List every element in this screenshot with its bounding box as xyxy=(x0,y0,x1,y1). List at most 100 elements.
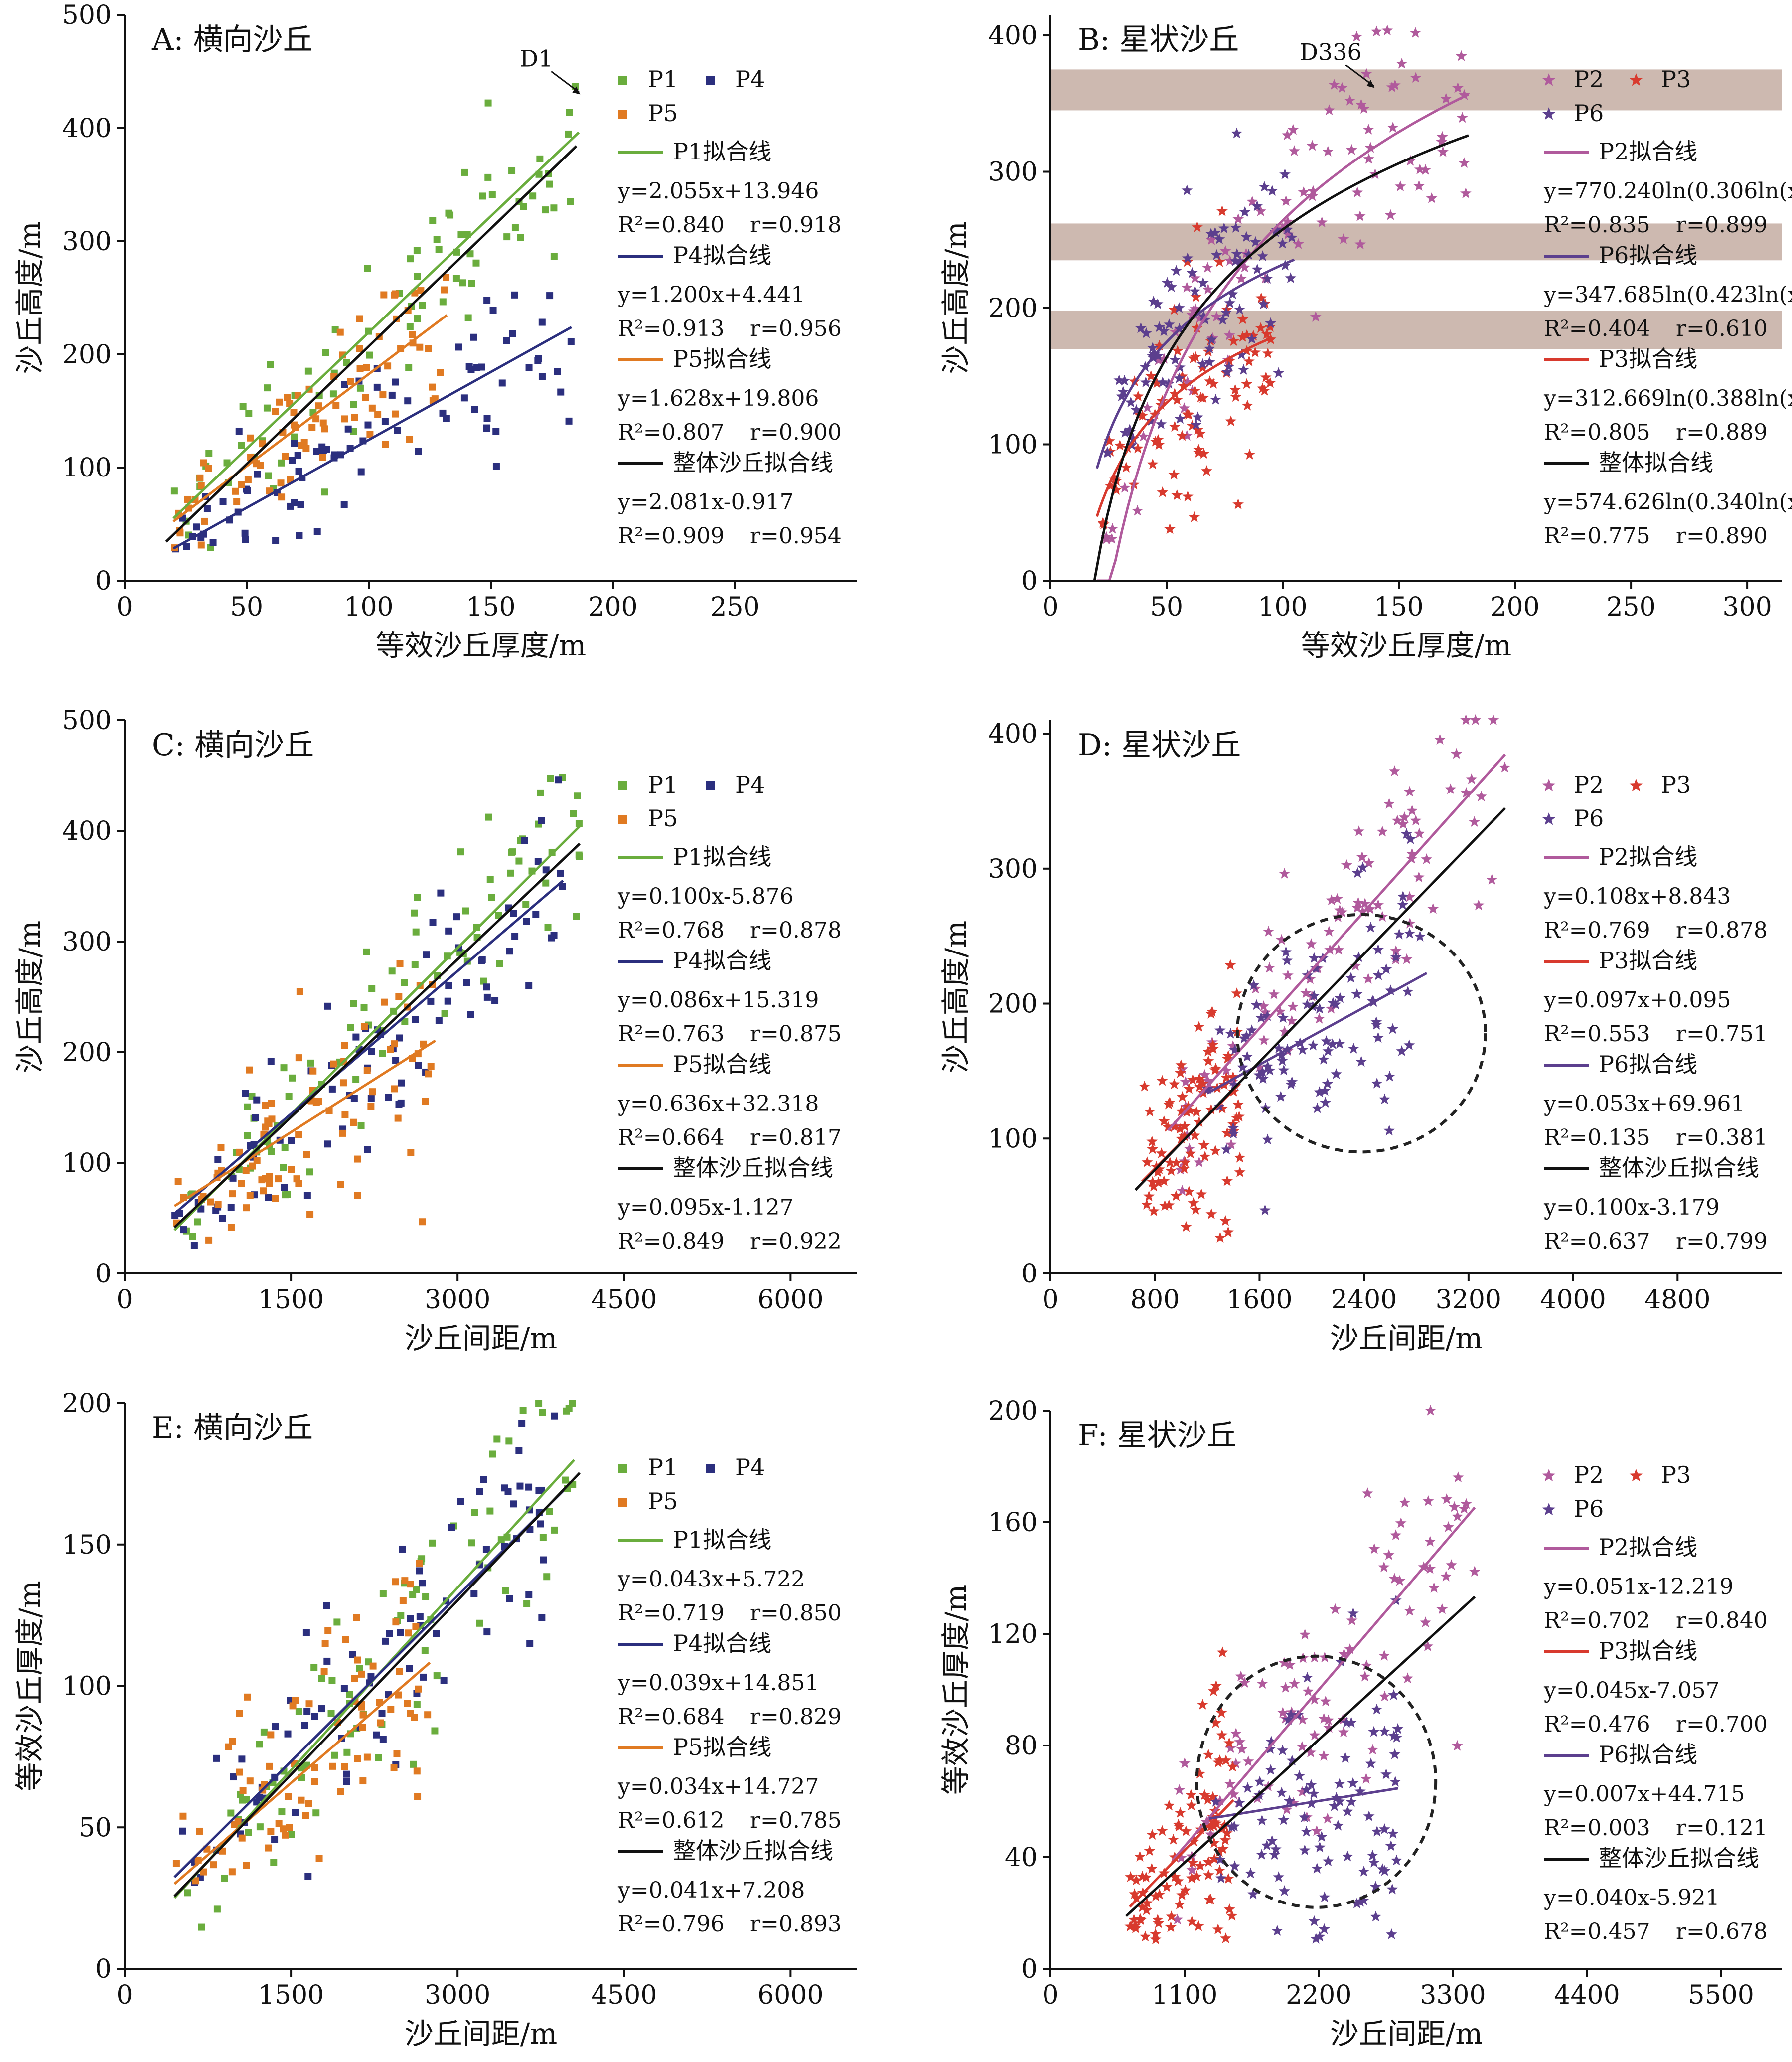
point-p5 xyxy=(367,1103,375,1110)
point-p4 xyxy=(213,1754,220,1762)
x-tick-label: 1500 xyxy=(258,1980,324,2010)
point-p3 xyxy=(1110,484,1122,495)
point-p5 xyxy=(366,431,374,438)
point-p4 xyxy=(244,487,251,494)
point-p6 xyxy=(1334,1795,1345,1807)
point-p3 xyxy=(1129,1888,1140,1899)
point-p6 xyxy=(1308,1915,1320,1926)
x-tick-label: 100 xyxy=(344,592,393,622)
panel-title: A: 横向沙丘 xyxy=(151,22,313,57)
point-p6 xyxy=(1389,1748,1401,1759)
point-p1 xyxy=(379,1050,386,1057)
point-p4 xyxy=(324,1002,331,1010)
point-p6 xyxy=(1152,298,1164,309)
point-p4 xyxy=(209,539,217,546)
fit-r-squared: R²=0.840 xyxy=(618,212,725,238)
point-p4 xyxy=(537,1520,544,1528)
legend-marker-p4 xyxy=(706,1464,715,1473)
point-p1 xyxy=(352,1076,360,1083)
x-tick-label: 3200 xyxy=(1436,1285,1501,1315)
point-p3 xyxy=(1151,377,1163,388)
point-p1 xyxy=(422,1593,430,1600)
point-p4 xyxy=(180,1226,187,1234)
x-tick-label: 1100 xyxy=(1152,1980,1217,2010)
point-p2 xyxy=(1360,1773,1372,1784)
point-p6 xyxy=(1273,1042,1285,1054)
point-p5 xyxy=(416,343,424,351)
point-p4 xyxy=(491,997,499,1004)
point-p5 xyxy=(424,1711,432,1719)
point-p5 xyxy=(282,1831,289,1839)
y-tick-label: 300 xyxy=(62,227,112,257)
point-p2 xyxy=(1414,163,1426,174)
y-tick-label: 100 xyxy=(62,1148,112,1178)
point-p3 xyxy=(1132,390,1144,402)
point-p3 xyxy=(1262,347,1274,358)
point-p4 xyxy=(534,858,542,865)
point-p3 xyxy=(1222,1050,1234,1061)
point-p6 xyxy=(1276,1049,1288,1060)
legend-marker-p5 xyxy=(618,815,627,824)
point-p4 xyxy=(503,337,510,344)
point-p4 xyxy=(465,363,473,370)
point-p2 xyxy=(1349,959,1361,971)
point-p2 xyxy=(1388,1573,1400,1584)
point-p1 xyxy=(375,1754,382,1761)
point-p2 xyxy=(1219,245,1231,256)
point-p3 xyxy=(1213,1846,1225,1857)
fit-r-squared: R²=0.135 xyxy=(1544,1125,1650,1150)
point-p3 xyxy=(1176,1105,1187,1116)
fit-equation: y=0.097x+0.095 xyxy=(1543,987,1731,1013)
point-p3 xyxy=(1190,291,1202,302)
point-p5 xyxy=(422,1098,429,1105)
point-p3 xyxy=(1177,370,1188,381)
point-p2 xyxy=(1288,145,1300,156)
fit-line-p4 xyxy=(173,880,564,1215)
point-p4 xyxy=(555,776,562,784)
point-p6 xyxy=(1384,1071,1395,1082)
point-p5 xyxy=(289,1702,297,1710)
point-p1 xyxy=(413,247,421,254)
point-p5 xyxy=(262,1101,269,1109)
point-p3 xyxy=(1186,1915,1198,1927)
point-p2 xyxy=(1280,195,1292,206)
point-p4 xyxy=(281,1184,288,1191)
point-p1 xyxy=(310,1664,318,1671)
point-p5 xyxy=(441,286,448,294)
point-p6 xyxy=(1414,931,1426,942)
point-p6 xyxy=(1227,1127,1239,1139)
point-p1 xyxy=(519,1407,527,1414)
point-p2 xyxy=(1178,402,1190,413)
point-p1 xyxy=(350,428,357,435)
point-p1 xyxy=(244,1132,251,1139)
point-p3 xyxy=(1207,1791,1219,1802)
point-p3 xyxy=(1192,424,1203,435)
point-p3 xyxy=(1152,1913,1164,1925)
point-p5 xyxy=(258,1176,266,1184)
point-p6 xyxy=(1301,998,1313,1010)
point-p6 xyxy=(1153,321,1165,332)
point-p6 xyxy=(1265,317,1277,328)
point-p3 xyxy=(1156,1075,1168,1086)
point-p6 xyxy=(1256,1849,1268,1860)
point-p4 xyxy=(457,1498,464,1505)
x-tick-label: 4800 xyxy=(1644,1285,1710,1315)
point-p3 xyxy=(1219,1215,1231,1226)
point-p4 xyxy=(397,1629,404,1636)
point-p6 xyxy=(1192,411,1203,423)
point-p4 xyxy=(498,379,506,387)
point-p3 xyxy=(1164,1156,1176,1168)
point-p6 xyxy=(1345,972,1357,983)
point-p2 xyxy=(1394,180,1406,191)
point-p5 xyxy=(369,1662,377,1670)
point-p2 xyxy=(1230,1728,1242,1739)
point-p3 xyxy=(1175,1059,1187,1070)
point-p2 xyxy=(1376,825,1388,837)
point-p5 xyxy=(290,409,298,416)
point-p6 xyxy=(1389,1776,1401,1787)
annotation-arrowhead xyxy=(1366,80,1375,88)
point-p2 xyxy=(1421,853,1433,864)
point-p4 xyxy=(476,1488,483,1495)
point-p2 xyxy=(1458,1503,1470,1514)
legend-fit-label: 整体沙丘拟合线 xyxy=(673,1154,833,1181)
